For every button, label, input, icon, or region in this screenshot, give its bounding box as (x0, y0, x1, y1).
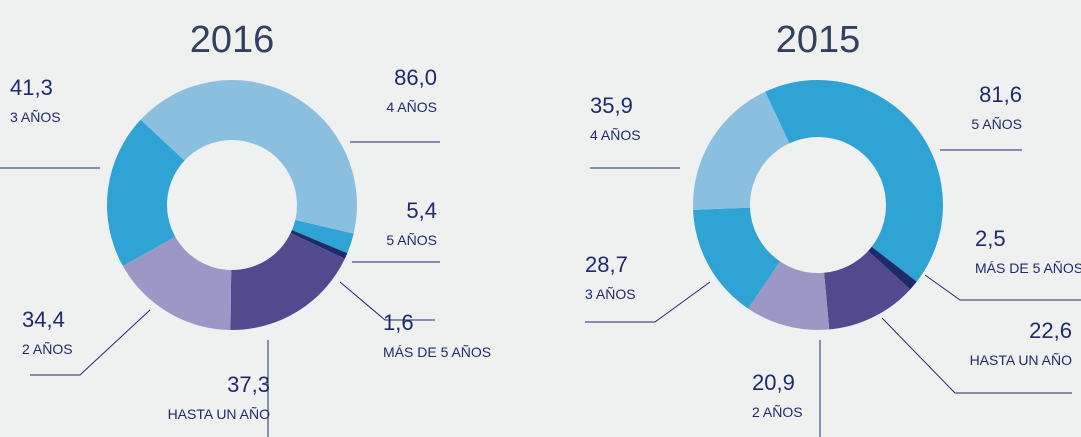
category-label: MÁS DE 5 AÑOS (975, 260, 1081, 276)
category-label: 3 AÑOS (585, 286, 636, 302)
leader-line (339, 281, 435, 321)
category-label: MÁS DE 5 AÑOS (383, 344, 491, 360)
value-label: 35,9 (590, 93, 633, 118)
value-label: 1,6 (383, 310, 414, 335)
donut-slice (290, 230, 348, 259)
value-label: 22,6 (1029, 318, 1072, 343)
donut-slice (106, 119, 185, 266)
value-label: 37,3 (227, 372, 270, 397)
value-label: 86,0 (394, 65, 437, 90)
donut-slice (693, 207, 780, 309)
category-label: 4 AÑOS (386, 99, 437, 115)
leader-line (924, 274, 1081, 301)
category-label: HASTA UN AÑO (168, 406, 271, 422)
donut-slice (748, 261, 830, 331)
value-label: 5,4 (406, 198, 437, 223)
leader-line (881, 317, 1072, 394)
donut-slice (765, 79, 944, 282)
donut-slice (868, 246, 917, 290)
leader-line (30, 309, 151, 376)
donut-slice (230, 233, 345, 331)
donut-slice (824, 250, 911, 330)
value-label: 20,9 (752, 370, 795, 395)
donut-slice (291, 219, 354, 254)
value-label: 34,4 (22, 307, 65, 332)
donut-slice (122, 236, 232, 330)
leader-line (585, 281, 711, 323)
category-label: 2 AÑOS (752, 404, 803, 420)
value-label: 2,5 (975, 226, 1006, 251)
donut-slice (140, 79, 357, 234)
value-label: 81,6 (979, 82, 1022, 107)
chart-title: 2015 (776, 19, 861, 61)
value-label: 41,3 (10, 75, 53, 100)
category-label: HASTA UN AÑO (970, 352, 1073, 368)
category-label: 5 AÑOS (386, 232, 437, 248)
category-label: 3 AÑOS (10, 109, 61, 125)
category-label: 4 AÑOS (590, 127, 641, 143)
category-label: 2 AÑOS (22, 341, 73, 357)
donut-slice (693, 91, 790, 210)
category-label: 5 AÑOS (971, 116, 1022, 132)
value-label: 28,7 (585, 252, 628, 277)
chart-title: 2016 (190, 19, 275, 61)
